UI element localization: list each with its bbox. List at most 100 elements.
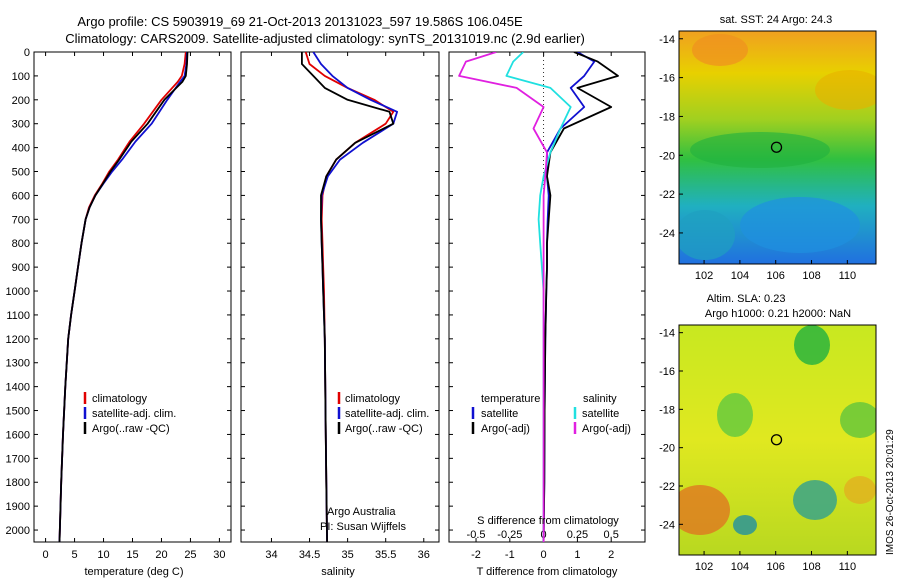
salinity-panel-frame — [240, 51, 440, 543]
legend-header-salinity: salinity — [583, 393, 617, 405]
x-tick-label: 30 — [213, 549, 225, 561]
legend-label-t-argo: Argo(-adj) — [481, 423, 530, 435]
x-tick-label: 1 — [574, 549, 580, 561]
sla-map-frame — [678, 324, 877, 556]
s-tick-label: -0.25 — [497, 529, 522, 541]
sst-warm-patch — [815, 70, 876, 110]
depth-tick-label: 1700 — [6, 453, 30, 465]
sst-map-title: sat. SST: 24 Argo: 24.3 — [720, 14, 833, 26]
x-tick-label: -2 — [471, 549, 481, 561]
depth-tick-label: 800 — [12, 238, 30, 250]
x-tick-label: 2 — [608, 549, 614, 561]
sst-warm-patch — [692, 34, 748, 66]
x-tick-label: 15 — [126, 549, 138, 561]
credit-line2: PI: Susan Wijffels — [320, 521, 406, 533]
sst-cool-patch — [740, 197, 860, 253]
difference-legend: temperature salinity satellite Argo(-adj… — [471, 393, 631, 435]
sla-low-patch — [717, 393, 753, 437]
legend-label-climatology: climatology — [92, 393, 148, 405]
sst-map — [679, 31, 876, 264]
temperature-series — [58, 52, 189, 542]
depth-tick-labels: 0 100 200 300 400 500 600 700 800 900 1000 1100 1200… — [6, 47, 30, 537]
depth-tick-label: 1300 — [6, 358, 30, 370]
sst-green-band — [690, 132, 830, 168]
map-y-tick-label: -14 — [659, 34, 675, 46]
temperature-axis-label: temperature (deg C) — [84, 566, 183, 578]
depth-tick-label: 300 — [12, 119, 30, 131]
map-y-tick-label: -18 — [659, 404, 675, 416]
x-tick-label: -1 — [505, 549, 515, 561]
legend-label-climatology: climatology — [345, 393, 401, 405]
map-y-tick-label: -20 — [659, 150, 675, 162]
x-tick-label: 35.5 — [375, 549, 396, 561]
difference-series — [458, 52, 619, 542]
sla-low-patch — [793, 480, 837, 520]
difference-panel-frame — [448, 51, 646, 543]
depth-tick-label: 500 — [12, 167, 30, 179]
map-y-tick-label: -16 — [659, 73, 675, 85]
depth-tick-label: 900 — [12, 262, 30, 274]
depth-tick-label: 1000 — [6, 286, 30, 298]
sla-map-ticks: 102 104 106 108 110 -14 -16 -18 -20 -22 -24 — [659, 328, 856, 573]
depth-tick-label: 1900 — [6, 501, 30, 513]
legend-label-t-satellite: satellite — [481, 408, 518, 420]
x-tick-label: 36 — [418, 549, 430, 561]
depth-tick-label: 1200 — [6, 334, 30, 346]
map-x-tick-label: 102 — [695, 561, 713, 573]
series-line-salinity-satellite — [505, 52, 572, 542]
temperature-panel-frame — [33, 51, 232, 543]
series-line-argo-raw-qc- — [300, 52, 395, 542]
map-x-tick-label: 110 — [839, 561, 857, 573]
x-tick-label: 20 — [155, 549, 167, 561]
salinity-axis-label: salinity — [321, 566, 355, 578]
map-y-tick-label: -24 — [659, 228, 675, 240]
depth-tick-marks — [34, 51, 645, 531]
salinity-legend: climatology satellite-adj. clim. Argo(..… — [337, 392, 429, 435]
x-tick-label: 35 — [341, 549, 353, 561]
legend-header-temperature: temperature — [481, 393, 540, 405]
s-tick-label: 0.5 — [604, 529, 619, 541]
map-y-tick-label: -16 — [659, 366, 675, 378]
figure-title-line2: Climatology: CARS2009. Satellite-adjuste… — [65, 31, 585, 46]
imos-timestamp-watermark: IMOS 26-Oct-2013 20:01:29 — [885, 429, 896, 555]
legend-label-s-satellite: satellite — [582, 408, 619, 420]
x-tick-label: 34 — [265, 549, 277, 561]
series-line-satellite-adj-clim- — [58, 52, 188, 542]
temperature-x-ticks: 0 5 10 15 20 25 30 — [43, 52, 226, 561]
depth-tick-label: 700 — [12, 214, 30, 226]
x-tick-label: 0 — [541, 549, 547, 561]
argo-float-marker — [770, 141, 783, 153]
series-line-climatology — [58, 52, 187, 542]
map-x-tick-label: 108 — [802, 270, 820, 282]
depth-tick-label: 100 — [12, 71, 30, 83]
map-y-tick-label: -18 — [659, 111, 675, 123]
figure-title-line1: Argo profile: CS 5903919_69 21-Oct-2013 … — [77, 14, 523, 29]
x-tick-label: 5 — [71, 549, 77, 561]
sla-map — [679, 325, 876, 555]
depth-tick-label: 0 — [24, 47, 30, 59]
map-x-tick-label: 102 — [695, 270, 713, 282]
x-tick-label: 10 — [97, 549, 109, 561]
legend-label-satellite: satellite-adj. clim. — [345, 408, 429, 420]
sst-map-ticks: 102 104 106 108 110 -14 -16 -18 -20 -22 -24 — [659, 34, 856, 282]
map-y-tick-label: -20 — [659, 443, 675, 455]
sla-map-subtitle: Argo h1000: 0.21 h2000: NaN — [705, 308, 851, 320]
s-difference-axis-label: S difference from climatology — [477, 515, 619, 527]
map-y-tick-label: -24 — [659, 519, 675, 531]
map-x-tick-label: 104 — [731, 561, 749, 573]
map-x-tick-label: 108 — [802, 561, 820, 573]
x-tick-label: 34.5 — [299, 549, 320, 561]
legend-label-satellite: satellite-adj. clim. — [92, 408, 176, 420]
depth-tick-label: 1400 — [6, 382, 30, 394]
sla-high-patch — [844, 476, 876, 504]
map-x-tick-label: 106 — [767, 270, 785, 282]
salinity-series — [300, 52, 399, 542]
map-y-tick-label: -14 — [659, 328, 675, 340]
sla-high-patch — [679, 485, 730, 535]
s-difference-x-ticks: -0.5 -0.25 0 0.25 0.5 — [467, 529, 619, 541]
map-x-tick-label: 110 — [839, 270, 857, 282]
series-line-climatology — [304, 52, 395, 542]
sla-low-patch — [733, 515, 757, 535]
series-line-salinity-argo-adj- — [458, 52, 548, 542]
t-difference-axis-label: T difference from climatology — [477, 566, 618, 578]
